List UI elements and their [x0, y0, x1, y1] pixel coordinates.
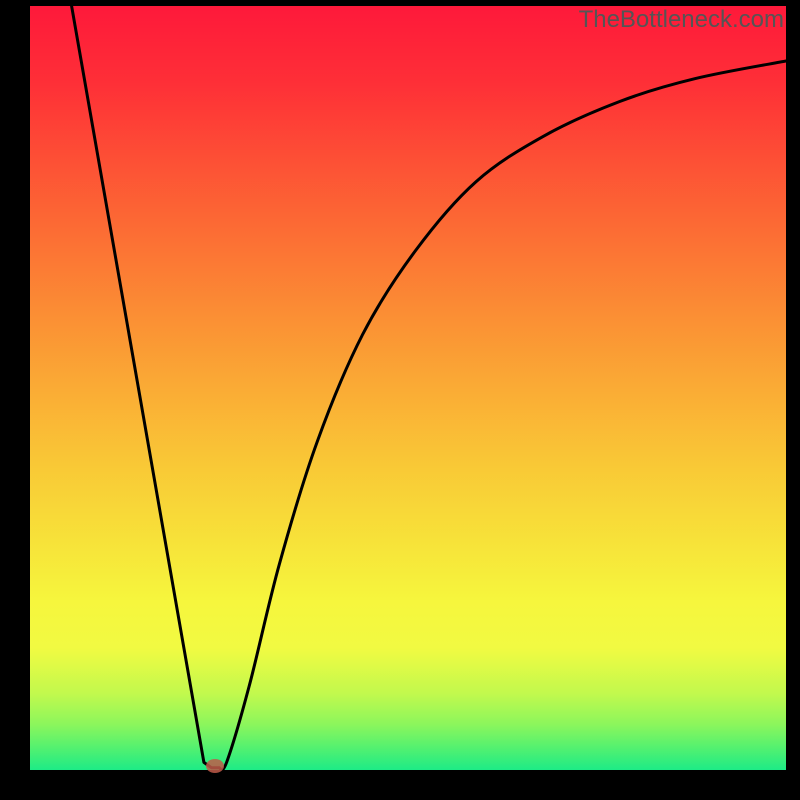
bottleneck-curve	[72, 6, 786, 770]
plot-area	[30, 6, 786, 770]
watermark-text: TheBottleneck.com	[579, 6, 784, 34]
bottleneck-curve-svg	[30, 6, 786, 770]
